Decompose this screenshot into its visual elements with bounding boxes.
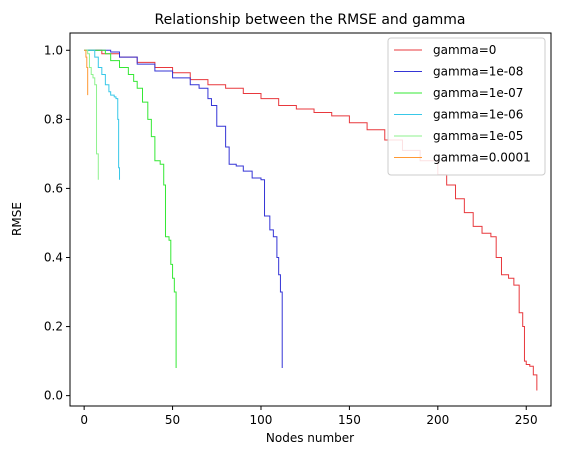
legend-label-3: gamma=1e-06 [433,108,523,122]
y-tick-label-2: 0.4 [44,250,63,264]
x-tick-label-2: 100 [250,413,273,427]
chart-title: Relationship between the RMSE and gamma [155,12,466,28]
legend: gamma=0 gamma=1e-08 gamma=1e-07 gamma=1e-06… [388,38,545,175]
legend-label-1: gamma=1e-08 [433,65,523,79]
x-tick-label-1: 50 [165,413,180,427]
legend-label-2: gamma=1e-07 [433,86,523,100]
y-tick-label-5: 1.0 [44,43,63,57]
x-tick-label-0: 0 [80,413,88,427]
legend-label-4: gamma=1e-05 [433,129,523,143]
x-tick-label-4: 200 [426,413,449,427]
x-axis: 0 50 100 150 200 250 [80,406,537,427]
x-tick-label-3: 150 [338,413,361,427]
legend-label-0: gamma=0 [433,43,496,57]
y-tick-label-1: 0.2 [44,320,63,334]
y-tick-label-3: 0.6 [44,181,63,195]
x-tick-label-5: 250 [515,413,538,427]
y-axis-label: RMSE [10,202,24,236]
y-tick-label-0: 0.0 [44,389,63,403]
series-line-3 [84,50,119,180]
y-axis: 0.0 0.2 0.4 0.6 0.8 1.0 [44,43,70,402]
y-tick-label-4: 0.8 [44,112,63,126]
series-line-1 [84,50,282,368]
legend-label-5: gamma=0.0001 [433,151,531,165]
series-line-4 [84,50,98,180]
series-line-5 [84,50,88,95]
x-axis-label: Nodes number [266,431,354,445]
series-line-2 [84,50,176,368]
